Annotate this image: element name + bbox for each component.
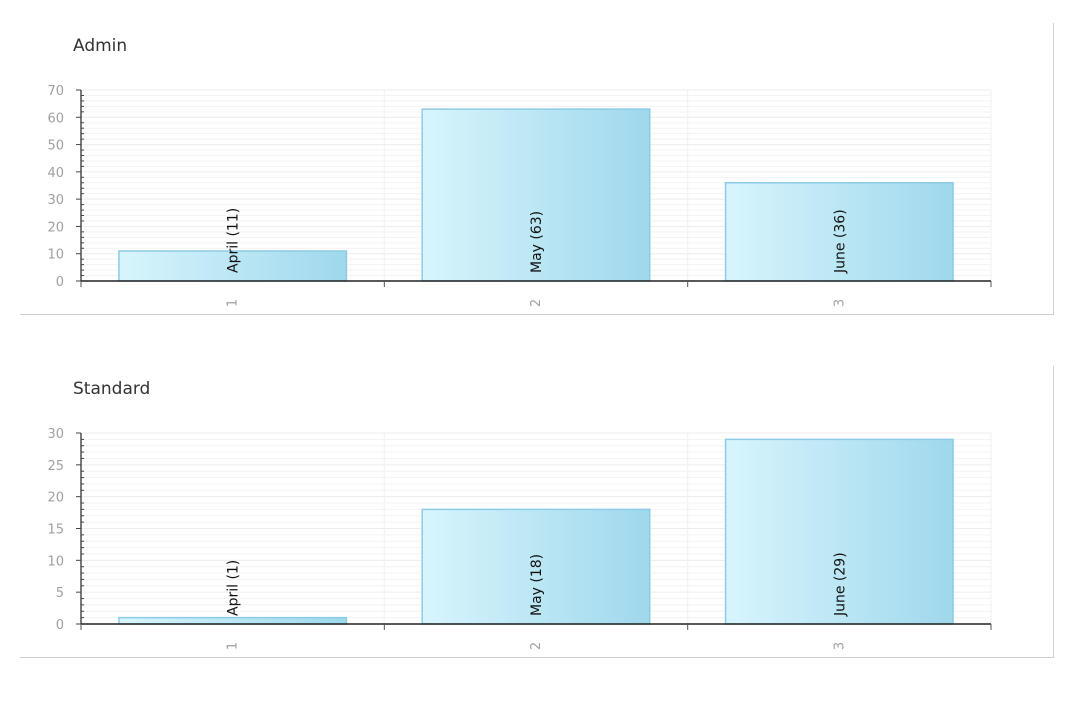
admin-chart-panel: Admin April (11) May (63) June (36) 0 10 20 30… — [20, 23, 1054, 315]
bar-label: April (11) — [226, 208, 242, 273]
bar-label: June (29) — [832, 552, 848, 617]
x-tick-label: 3 — [832, 642, 847, 650]
x-tick-label: 2 — [529, 642, 544, 650]
y-tick-label: 30 — [47, 427, 64, 442]
y-tick-label: 10 — [47, 554, 64, 569]
bar-label: May (63) — [529, 211, 545, 273]
y-tick-label: 20 — [47, 220, 64, 235]
x-tick-label: 1 — [226, 642, 241, 650]
bar — [724, 438, 954, 625]
bar-label: June (36) — [832, 209, 848, 274]
y-tick-label: 25 — [47, 459, 64, 474]
y-tick-label: 5 — [56, 586, 64, 601]
y-tick-label: 15 — [47, 523, 64, 538]
bar — [421, 508, 651, 625]
y-tick-label: 40 — [47, 166, 64, 181]
standard-chart-panel: Standard April (1) May (18) June (29) 0 5 10 1… — [20, 366, 1054, 658]
x-tick-label: 1 — [226, 299, 241, 307]
y-tick-label: 30 — [47, 193, 64, 208]
chart-title: Standard — [73, 379, 151, 399]
bar-label: May (18) — [529, 554, 545, 616]
bar — [724, 182, 954, 282]
y-tick-label: 60 — [47, 111, 64, 126]
y-tick-label: 0 — [56, 275, 64, 290]
y-tick-label: 20 — [47, 491, 64, 506]
bar — [421, 108, 651, 282]
y-tick-label: 70 — [47, 84, 64, 99]
admin-bar-chart: April (11) May (63) June (36) 0 10 20 30 40 50 60… — [47, 84, 992, 307]
y-tick-label: 10 — [47, 248, 64, 263]
y-tick-label: 0 — [56, 618, 64, 633]
y-tick-label: 50 — [47, 139, 64, 154]
standard-bar-chart: April (1) May (18) June (29) 0 5 10 15 20 25 30 1 2… — [47, 427, 992, 650]
bar-label: April (1) — [226, 560, 242, 616]
chart-title: Admin — [73, 36, 128, 56]
x-tick-label: 3 — [832, 299, 847, 307]
bar — [118, 616, 348, 625]
x-tick-label: 2 — [529, 299, 544, 307]
